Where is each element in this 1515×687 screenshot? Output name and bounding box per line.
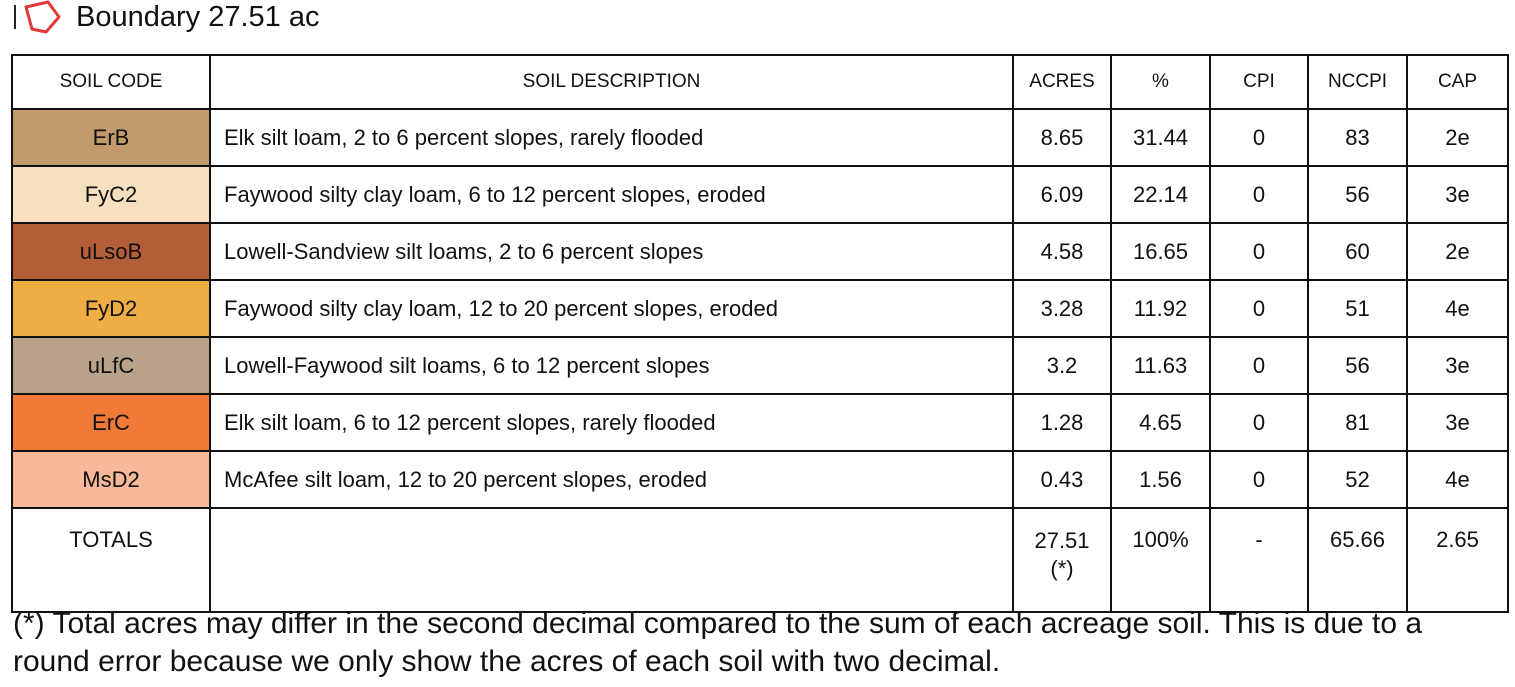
totals-row: TOTALS 27.51(*) 100% - 65.66 2.65 xyxy=(11,507,1509,613)
percent-cell: 4.65 xyxy=(1110,393,1211,452)
table-row: uLsoB Lowell-Sandview silt loams, 2 to 6… xyxy=(11,222,1509,281)
totals-cap: 2.65 xyxy=(1406,507,1509,613)
cpi-cell: 0 xyxy=(1209,450,1309,509)
soil-description-cell: Faywood silty clay loam, 6 to 12 percent… xyxy=(209,165,1014,224)
column-header-percent: % xyxy=(1110,54,1211,110)
totals-nccpi: 65.66 xyxy=(1307,507,1408,613)
column-header-soil-code: SOIL CODE xyxy=(11,54,211,110)
nccpi-cell: 56 xyxy=(1307,336,1408,395)
soil-description-cell: Lowell-Faywood silt loams, 6 to 12 perce… xyxy=(209,336,1014,395)
nccpi-cell: 51 xyxy=(1307,279,1408,338)
cap-cell: 3e xyxy=(1406,165,1509,224)
acres-cell: 4.58 xyxy=(1012,222,1112,281)
cpi-cell: 0 xyxy=(1209,393,1309,452)
totals-label: TOTALS xyxy=(11,507,211,613)
table-row: uLfC Lowell-Faywood silt loams, 6 to 12 … xyxy=(11,336,1509,395)
soil-description-cell: Faywood silty clay loam, 12 to 20 percen… xyxy=(209,279,1014,338)
header-divider xyxy=(14,5,16,29)
cap-cell: 3e xyxy=(1406,393,1509,452)
cpi-cell: 0 xyxy=(1209,108,1309,167)
table-header-row: SOIL CODE SOIL DESCRIPTION ACRES % CPI N… xyxy=(11,54,1509,110)
soil-code-cell: MsD2 xyxy=(11,450,211,509)
totals-percent: 100% xyxy=(1110,507,1211,613)
column-header-acres: ACRES xyxy=(1012,54,1112,110)
cpi-cell: 0 xyxy=(1209,336,1309,395)
table-row: ErB Elk silt loam, 2 to 6 percent slopes… xyxy=(11,108,1509,167)
acres-cell: 3.28 xyxy=(1012,279,1112,338)
totals-description xyxy=(209,507,1014,613)
cpi-cell: 0 xyxy=(1209,165,1309,224)
nccpi-cell: 52 xyxy=(1307,450,1408,509)
acres-cell: 8.65 xyxy=(1012,108,1112,167)
acres-cell: 1.28 xyxy=(1012,393,1112,452)
nccpi-cell: 60 xyxy=(1307,222,1408,281)
percent-cell: 11.92 xyxy=(1110,279,1211,338)
table-row: FyD2 Faywood silty clay loam, 12 to 20 p… xyxy=(11,279,1509,338)
soil-table: SOIL CODE SOIL DESCRIPTION ACRES % CPI N… xyxy=(11,54,1509,613)
percent-cell: 11.63 xyxy=(1110,336,1211,395)
nccpi-cell: 83 xyxy=(1307,108,1408,167)
column-header-nccpi: NCCPI xyxy=(1307,54,1408,110)
totals-acres-cell: 27.51(*) xyxy=(1012,507,1112,613)
nccpi-cell: 56 xyxy=(1307,165,1408,224)
boundary-header: Boundary 27.51 ac xyxy=(14,0,319,34)
acres-cell: 3.2 xyxy=(1012,336,1112,395)
soil-description-cell: Elk silt loam, 2 to 6 percent slopes, ra… xyxy=(209,108,1014,167)
cap-cell: 2e xyxy=(1406,108,1509,167)
totals-cpi: - xyxy=(1209,507,1309,613)
soil-code-cell: uLfC xyxy=(11,336,211,395)
soil-code-cell: uLsoB xyxy=(11,222,211,281)
cap-cell: 4e xyxy=(1406,279,1509,338)
soil-description-cell: McAfee silt loam, 12 to 20 percent slope… xyxy=(209,450,1014,509)
percent-cell: 1.56 xyxy=(1110,450,1211,509)
soil-code-cell: ErC xyxy=(11,393,211,452)
percent-cell: 16.65 xyxy=(1110,222,1211,281)
acreage-footnote: (*) Total acres may differ in the second… xyxy=(13,607,1423,678)
boundary-polygon-icon xyxy=(22,0,62,34)
cap-cell: 4e xyxy=(1406,450,1509,509)
soil-code-cell: ErB xyxy=(11,108,211,167)
cap-cell: 2e xyxy=(1406,222,1509,281)
table-row: FyC2 Faywood silty clay loam, 6 to 12 pe… xyxy=(11,165,1509,224)
soil-description-cell: Lowell-Sandview silt loams, 2 to 6 perce… xyxy=(209,222,1014,281)
table-row: MsD2 McAfee silt loam, 12 to 20 percent … xyxy=(11,450,1509,509)
percent-cell: 31.44 xyxy=(1110,108,1211,167)
boundary-title: Boundary 27.51 ac xyxy=(76,1,320,33)
soil-code-cell: FyC2 xyxy=(11,165,211,224)
cpi-cell: 0 xyxy=(1209,279,1309,338)
acres-cell: 6.09 xyxy=(1012,165,1112,224)
nccpi-cell: 81 xyxy=(1307,393,1408,452)
table-row: ErC Elk silt loam, 6 to 12 percent slope… xyxy=(11,393,1509,452)
soil-code-cell: FyD2 xyxy=(11,279,211,338)
cap-cell: 3e xyxy=(1406,336,1509,395)
totals-acres: 27.51(*) xyxy=(1034,528,1090,581)
column-header-cap: CAP xyxy=(1406,54,1509,110)
column-header-soil-description: SOIL DESCRIPTION xyxy=(209,54,1014,110)
percent-cell: 22.14 xyxy=(1110,165,1211,224)
column-header-cpi: CPI xyxy=(1209,54,1309,110)
cpi-cell: 0 xyxy=(1209,222,1309,281)
soil-description-cell: Elk silt loam, 6 to 12 percent slopes, r… xyxy=(209,393,1014,452)
acres-cell: 0.43 xyxy=(1012,450,1112,509)
